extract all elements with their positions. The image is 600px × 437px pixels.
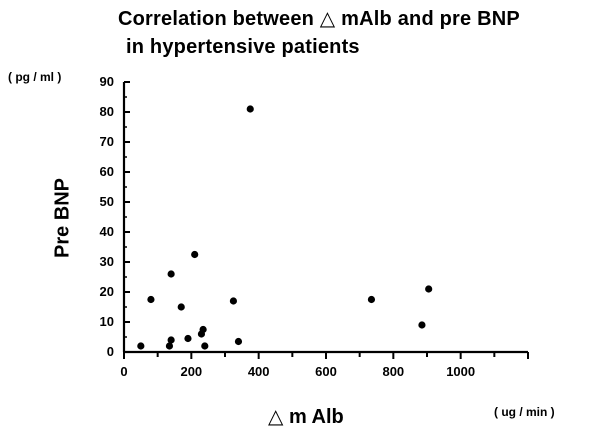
y-tick-label: 70 (100, 134, 114, 149)
data-point (425, 285, 433, 293)
y-tick-label: 20 (100, 284, 114, 299)
y-axis-ticks: 0 10 20 30 40 50 60 70 80 90 (100, 74, 130, 359)
axes (122, 82, 528, 354)
y-tick-label: 80 (100, 104, 114, 119)
y-tick-label: 0 (107, 344, 114, 359)
data-point (167, 270, 175, 278)
data-point (234, 337, 243, 346)
y-tick-label: 60 (100, 164, 114, 179)
data-point (137, 342, 145, 350)
data-point (246, 105, 254, 113)
data-point (184, 334, 192, 343)
x-tick-label: 200 (180, 364, 202, 379)
data-point (199, 325, 207, 334)
x-axis-unit: ( ug / min ) (494, 405, 555, 419)
y-tick-label: 40 (100, 224, 114, 239)
chart-title-line-2: in hypertensive patients (126, 36, 360, 58)
data-point (165, 342, 174, 350)
x-tick-label: 400 (248, 364, 270, 379)
data-point (167, 336, 175, 344)
y-tick-label: 90 (100, 74, 114, 89)
data-point (191, 250, 199, 259)
x-tick-label: 600 (315, 364, 337, 379)
data-point (229, 297, 238, 305)
data-point (147, 295, 155, 304)
chart-title-line-1: Correlation between △ mAlb and pre BNP (118, 8, 520, 30)
x-axis-ticks: 0 200 400 600 800 1000 (120, 352, 529, 379)
data-point (201, 342, 209, 350)
data-point (367, 295, 376, 304)
x-tick-label: 800 (382, 364, 404, 379)
x-tick-label: 0 (120, 364, 127, 379)
y-tick-label: 10 (100, 314, 114, 329)
x-axis-label: △ m Alb (268, 406, 344, 428)
data-point (418, 321, 426, 329)
data-points (137, 105, 433, 350)
y-axis-unit: ( pg / ml ) (8, 70, 62, 84)
x-tick-label: 1000 (446, 364, 475, 379)
data-point (177, 303, 185, 311)
y-tick-label: 50 (100, 194, 114, 209)
y-tick-label: 30 (100, 254, 114, 269)
